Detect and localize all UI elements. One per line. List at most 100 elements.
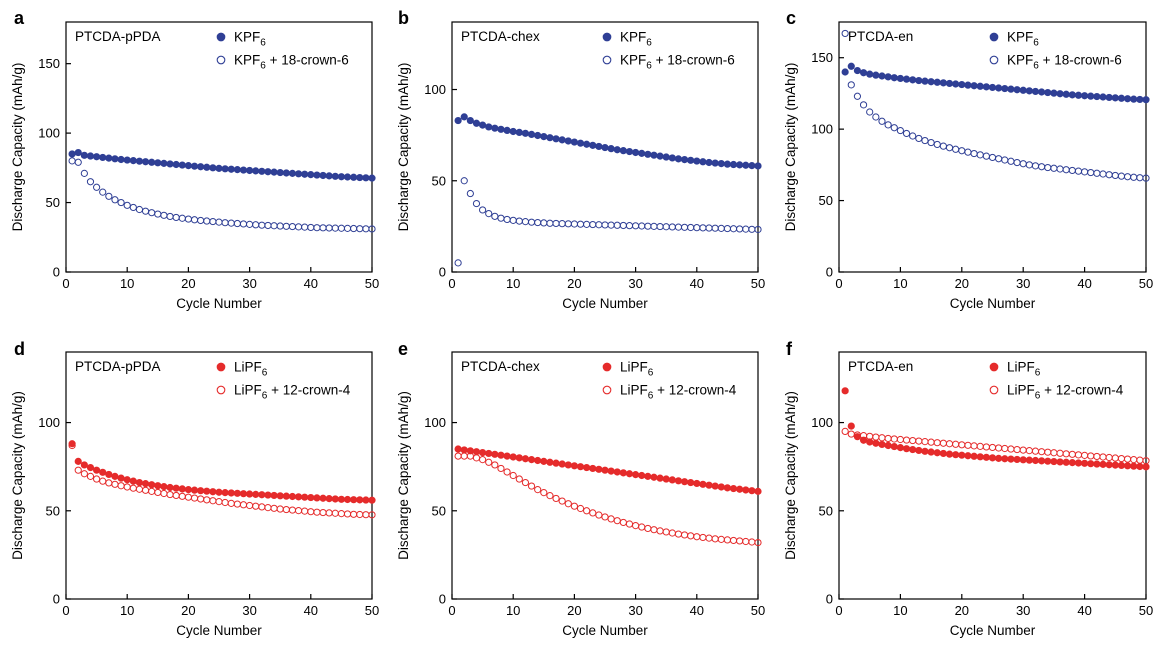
data-point — [246, 220, 254, 228]
data-point — [699, 480, 707, 488]
data-point — [717, 483, 725, 491]
data-point — [872, 71, 880, 79]
legend-subscript: 6 — [648, 368, 654, 379]
data-point — [184, 486, 192, 494]
data-point — [246, 166, 254, 175]
legend-marker — [216, 32, 226, 42]
data-point — [859, 69, 868, 77]
data-point — [872, 439, 880, 447]
data-point — [1050, 164, 1058, 172]
data-point — [246, 490, 254, 498]
data-point — [890, 74, 898, 82]
data-point — [638, 523, 646, 531]
data-point — [1025, 447, 1033, 455]
data-point — [325, 495, 333, 503]
data-point — [129, 484, 137, 492]
data-point — [1074, 451, 1083, 459]
data-point — [650, 151, 658, 159]
data-point — [178, 161, 186, 169]
data-point — [976, 442, 984, 450]
data-point — [650, 222, 658, 230]
data-point — [233, 166, 241, 174]
data-point — [632, 222, 640, 230]
data-point — [497, 125, 505, 133]
legend-subscript: 6 — [1033, 38, 1039, 49]
data-point — [117, 474, 125, 482]
data-point — [890, 442, 898, 451]
x-tick-label: 50 — [751, 603, 765, 618]
x-tick-label: 50 — [1139, 276, 1153, 291]
data-point — [350, 510, 358, 518]
data-point — [111, 472, 119, 480]
data-point — [276, 168, 284, 177]
x-tick-label: 0 — [448, 603, 455, 618]
data-point — [872, 433, 880, 441]
data-point — [915, 134, 923, 143]
data-point — [847, 81, 855, 89]
legend-marker — [989, 55, 999, 65]
y-tick-label: 0 — [826, 265, 833, 280]
data-point — [705, 224, 713, 232]
data-point — [1117, 461, 1126, 470]
legend-name: LiPF — [1007, 383, 1035, 398]
legend-marker — [216, 362, 226, 372]
data-point — [1081, 92, 1089, 100]
legend-marker — [602, 362, 612, 372]
data-point — [607, 145, 615, 153]
data-point — [454, 445, 462, 453]
data-point — [625, 147, 634, 156]
data-point — [964, 452, 972, 460]
data-point — [945, 450, 954, 458]
legend-label: LiPF6 — [1007, 360, 1041, 379]
data-point — [294, 170, 303, 178]
chart-panel-a: a 0 10 20 30 40 50 0 50 100 150 Cycle Number Dischar… — [10, 8, 379, 311]
data-point — [558, 460, 566, 468]
y-tick-label: 100 — [424, 415, 446, 430]
material-label: PTCDA-chex — [461, 29, 540, 44]
legend-name: KPF — [620, 53, 646, 68]
legend-label: LiPF6 + 12-crown-4 — [234, 383, 351, 402]
data-point — [558, 220, 566, 228]
data-point — [687, 478, 695, 487]
data-point — [166, 212, 174, 221]
data-point — [356, 510, 364, 519]
legend-subscript: 6 — [262, 391, 268, 402]
data-point — [729, 536, 738, 545]
data-point — [742, 537, 750, 546]
data-point — [841, 427, 849, 435]
data-point — [356, 173, 364, 182]
data-point — [1142, 457, 1150, 465]
data-point — [607, 221, 615, 229]
data-point — [723, 536, 732, 544]
data-point — [123, 483, 131, 491]
data-point — [945, 440, 954, 448]
data-point — [558, 136, 566, 144]
x-tick-label: 40 — [304, 603, 318, 618]
data-point — [711, 224, 719, 232]
data-point — [160, 489, 168, 498]
data-point — [491, 212, 499, 220]
data-point — [1099, 460, 1107, 468]
data-point — [166, 490, 174, 499]
data-point — [227, 165, 235, 173]
data-point — [509, 471, 517, 480]
data-point — [1081, 451, 1089, 459]
data-point — [264, 491, 272, 499]
data-point — [337, 510, 345, 518]
data-point — [294, 493, 303, 501]
data-point — [282, 222, 290, 230]
data-point — [1117, 172, 1126, 180]
data-point — [546, 219, 554, 227]
x-tick-label: 50 — [1139, 603, 1153, 618]
data-point — [105, 470, 113, 479]
data-point — [135, 478, 144, 487]
data-point — [699, 224, 707, 232]
y-tick-label: 100 — [811, 415, 833, 430]
data-point — [252, 221, 260, 229]
data-point — [203, 217, 211, 225]
plot-frame — [65, 21, 373, 273]
legend-name: LiPF — [1007, 360, 1035, 375]
x-tick-label: 40 — [304, 276, 318, 291]
data-point — [258, 221, 266, 229]
data-point — [909, 445, 917, 454]
